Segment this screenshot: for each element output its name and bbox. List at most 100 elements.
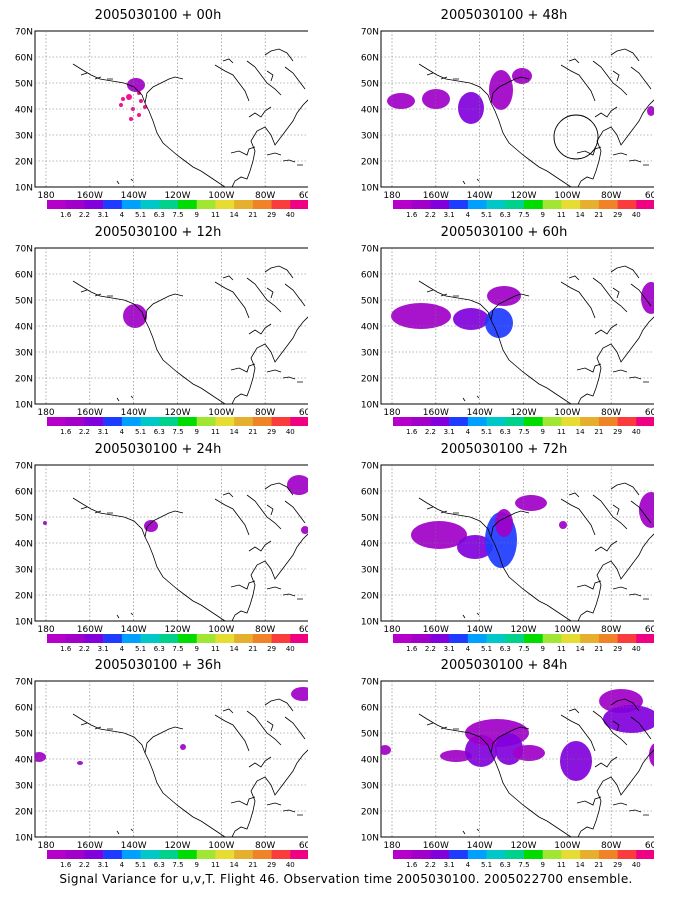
colorbar-swatch	[636, 200, 654, 209]
colorbar-swatch	[411, 200, 431, 209]
lat-tick-label: 60N	[361, 704, 379, 714]
coastline	[612, 369, 649, 383]
lat-tick-label: 70N	[15, 462, 33, 472]
colorbar-label: 9	[540, 428, 544, 436]
coastline	[560, 714, 596, 752]
colorbar-label: 21	[248, 645, 257, 653]
colorbar-label: 1.6	[60, 861, 72, 869]
lon-tick-label: 80W	[601, 408, 621, 418]
panel-12h: 2005030100 + 12h 70N 60N 50N 40N 30N 20N 10N 18…	[8, 223, 308, 436]
coastline	[231, 533, 308, 621]
coastline	[284, 66, 306, 90]
coastline	[144, 726, 184, 754]
colorbar-label: 3.1	[444, 645, 455, 653]
colorbar-label: 2.2	[425, 645, 436, 653]
panel-24h: 2005030100 + 24h 70N 60N 50N 40N 30N 20N 10N 18…	[8, 440, 308, 653]
colorbar-label: 5.1	[481, 861, 492, 869]
panel-48h: 2005030100 + 48h 70N 60N 50N 40N 30N 20N 10N 18…	[354, 6, 654, 219]
map-12h: 70N 60N 50N 40N 30N 20N 10N 180 160W 140W 120W 100W…	[15, 245, 308, 436]
lat-tick-label: 30N	[361, 782, 379, 792]
colorbar-label: 4	[120, 211, 125, 219]
colorbar-label: 3.1	[98, 645, 109, 653]
coastline	[246, 60, 282, 96]
colorbar-swatch	[505, 417, 525, 426]
lat-tick-label: 10N	[361, 184, 379, 194]
lon-tick-label: 100W	[554, 408, 580, 418]
coastline	[490, 293, 530, 321]
colorbar-swatch	[178, 417, 198, 426]
colorbar-label: 5.1	[481, 428, 492, 436]
colorbar-swatch	[580, 200, 600, 209]
colorbar-swatch	[393, 417, 413, 426]
colorbar-label: 40	[632, 861, 641, 869]
colorbar-label: 21	[594, 211, 603, 219]
lon-tick-label: 120W	[510, 408, 536, 418]
colorbar-swatch	[524, 634, 544, 643]
colorbar-swatch	[449, 850, 469, 859]
lon-tick-label: 100W	[208, 408, 234, 418]
colorbar-swatch	[252, 850, 272, 859]
map-60h: 70N 60N 50N 40N 30N 20N 10N 180 160W 140W 120W 100W…	[361, 245, 654, 436]
lon-tick-label: 140W	[467, 408, 493, 418]
lon-tick-label: 80W	[255, 408, 275, 418]
lat-tick-label: 20N	[361, 592, 379, 602]
colorbar-swatch	[252, 200, 272, 209]
colorbar-swatch	[449, 200, 469, 209]
coastline	[266, 504, 274, 516]
lon-tick-label: 100W	[208, 191, 234, 201]
coastline	[116, 397, 120, 402]
colorbar-swatch	[271, 850, 291, 859]
variance-patch	[495, 509, 513, 537]
lat-tick-label: 20N	[15, 592, 33, 602]
colorbar-swatch	[524, 417, 544, 426]
coastline	[80, 72, 113, 80]
lat-tick-label: 70N	[15, 245, 33, 255]
variance-patch	[411, 521, 467, 549]
lon-tick-label: 120W	[510, 841, 536, 851]
coastline	[264, 698, 294, 712]
coastline	[576, 363, 602, 373]
coastline	[130, 612, 134, 616]
coastline	[612, 802, 649, 816]
lon-tick-label: 140W	[121, 191, 147, 201]
colorbar-label: 9	[194, 645, 198, 653]
colorbar-swatch	[234, 200, 254, 209]
coastline	[72, 497, 227, 621]
lon-tick-label: 120W	[164, 625, 190, 635]
coastline	[214, 498, 250, 536]
colorbar-label: 29	[267, 861, 276, 869]
colorbar-swatch	[290, 850, 308, 859]
variance-patch	[391, 303, 451, 329]
coastline	[80, 506, 113, 514]
colorbar-label: 40	[632, 211, 641, 219]
colorbar-swatch	[486, 634, 506, 643]
lon-tick-label: 80W	[255, 841, 275, 851]
colorbar-label: 21	[594, 861, 603, 869]
coastline	[630, 500, 652, 524]
lat-tick-label: 30N	[361, 349, 379, 359]
colorbar-label: 14	[576, 428, 585, 436]
colorbar-swatch	[140, 417, 160, 426]
colorbar-label: 14	[230, 428, 239, 436]
lon-tick-label: 160W	[77, 191, 103, 201]
colorbar-swatch	[196, 417, 216, 426]
outline-circle	[553, 114, 599, 160]
colorbar-label: 3.1	[444, 861, 455, 869]
lat-tick-label: 70N	[15, 28, 33, 38]
lon-tick-label: 80W	[601, 625, 621, 635]
lon-tick-label: 160W	[77, 408, 103, 418]
coastline	[222, 492, 234, 498]
coastline	[72, 713, 227, 837]
colorbar-label: 29	[267, 428, 276, 436]
coastline	[116, 614, 120, 619]
coastline	[248, 323, 272, 335]
coastline	[266, 802, 303, 816]
colorbar-swatch	[467, 850, 487, 859]
lon-tick-label: 60W	[299, 625, 308, 635]
lon-tick-label: 140W	[467, 625, 493, 635]
colorbar-swatch	[215, 850, 235, 859]
colorbar-label: 21	[594, 645, 603, 653]
coastline	[610, 698, 640, 712]
variance-patch	[489, 70, 513, 110]
lon-tick-label: 80W	[255, 625, 275, 635]
